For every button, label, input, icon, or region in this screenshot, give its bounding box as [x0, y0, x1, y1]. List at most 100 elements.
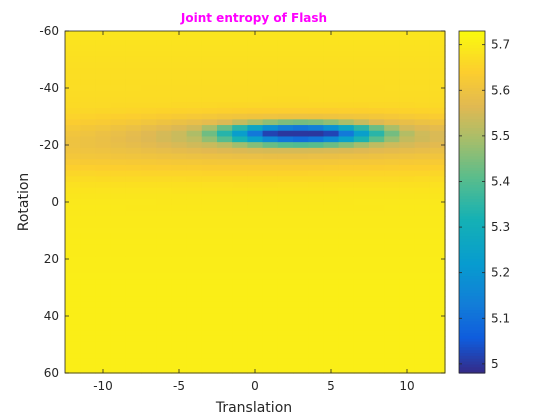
heatmap-cell [111, 347, 127, 353]
heatmap-cell [293, 211, 309, 217]
y-tick-label: -60 [39, 24, 59, 38]
heatmap-cell [247, 205, 263, 211]
heatmap-cell [399, 159, 415, 165]
heatmap-cell [65, 302, 81, 308]
heatmap-cell [369, 353, 385, 359]
heatmap-cell [111, 319, 127, 325]
heatmap-cell [339, 239, 355, 245]
heatmap-cell [111, 125, 127, 131]
heatmap-cell [95, 97, 111, 103]
heatmap-cell [111, 68, 127, 74]
heatmap-cell [247, 199, 263, 205]
heatmap-cell [384, 182, 400, 188]
heatmap-cell [95, 51, 111, 57]
heatmap-cell [323, 193, 339, 199]
heatmap-cell [293, 364, 309, 370]
heatmap-cell [111, 165, 127, 171]
heatmap-cell [247, 165, 263, 171]
heatmap-cell [308, 239, 324, 245]
heatmap-cell [430, 188, 446, 194]
heatmap-cell [95, 211, 111, 217]
heatmap-cell [232, 216, 248, 222]
x-axis-label: Translation [215, 400, 292, 416]
heatmap-cell [187, 279, 203, 285]
heatmap-cell [141, 51, 157, 57]
heatmap-cell [187, 268, 203, 274]
heatmap-cell [308, 108, 324, 114]
heatmap-cell [323, 199, 339, 205]
heatmap-cell [384, 302, 400, 308]
heatmap-cell [126, 51, 142, 57]
heatmap-cell [308, 285, 324, 291]
heatmap-cell [126, 154, 142, 160]
heatmap-cell [156, 165, 172, 171]
heatmap-cell [430, 342, 446, 348]
heatmap-cell [369, 159, 385, 165]
heatmap-cell [247, 159, 263, 165]
heatmap-cell [263, 268, 279, 274]
x-tick-label: -10 [93, 379, 113, 393]
heatmap-cell [384, 34, 400, 40]
heatmap-cell [232, 262, 248, 268]
heatmap-cell [384, 40, 400, 46]
heatmap-cell [187, 193, 203, 199]
heatmap-cell [415, 165, 431, 171]
heatmap-cell [111, 296, 127, 302]
heatmap-cell [369, 199, 385, 205]
heatmap-cell [232, 176, 248, 182]
heatmap-cell [217, 245, 233, 251]
heatmap-cell [339, 136, 355, 142]
heatmap-cell [95, 239, 111, 245]
heatmap-cell [278, 119, 294, 125]
heatmap-cell [415, 131, 431, 137]
heatmap-cell [308, 279, 324, 285]
heatmap-cell [384, 154, 400, 160]
heatmap-cell [217, 119, 233, 125]
heatmap-cell [156, 148, 172, 154]
heatmap-cell [65, 262, 81, 268]
heatmap-cell [111, 359, 127, 365]
heatmap-cell [187, 119, 203, 125]
heatmap-cell [339, 262, 355, 268]
colorbar-tick-label: 5.7 [491, 38, 510, 52]
heatmap-cell [65, 34, 81, 40]
heatmap-cell [95, 313, 111, 319]
heatmap-cell [278, 45, 294, 51]
heatmap-cell [187, 336, 203, 342]
heatmap-cell [171, 302, 187, 308]
heatmap-cell [430, 131, 446, 137]
heatmap-cell [202, 45, 218, 51]
heatmap-cell [95, 148, 111, 154]
heatmap-cell [354, 279, 370, 285]
heatmap-cell [171, 216, 187, 222]
heatmap-cell [126, 233, 142, 239]
heatmap-cell [384, 245, 400, 251]
heatmap-cell [354, 250, 370, 256]
heatmap-cell [111, 336, 127, 342]
heatmap-cell [308, 188, 324, 194]
heatmap-cell [369, 57, 385, 63]
heatmap-cell [323, 285, 339, 291]
heatmap-cell [308, 268, 324, 274]
heatmap-cell [354, 131, 370, 137]
heatmap-cell [415, 51, 431, 57]
heatmap-cell [278, 228, 294, 234]
heatmap-cell [126, 114, 142, 120]
heatmap-cell [293, 148, 309, 154]
heatmap-cell [111, 216, 127, 222]
heatmap-cell [369, 142, 385, 148]
heatmap-cell [202, 51, 218, 57]
heatmap-cell [415, 142, 431, 148]
heatmap-cell [126, 74, 142, 80]
heatmap-cell [171, 136, 187, 142]
heatmap-cell [293, 182, 309, 188]
heatmap-cell [323, 74, 339, 80]
heatmap-cell [369, 330, 385, 336]
heatmap-cell [430, 182, 446, 188]
heatmap-cell [430, 114, 446, 120]
heatmap-cell [430, 222, 446, 228]
heatmap-cell [65, 188, 81, 194]
heatmap-cell [293, 325, 309, 331]
heatmap-cell [278, 154, 294, 160]
heatmap-cell [430, 325, 446, 331]
